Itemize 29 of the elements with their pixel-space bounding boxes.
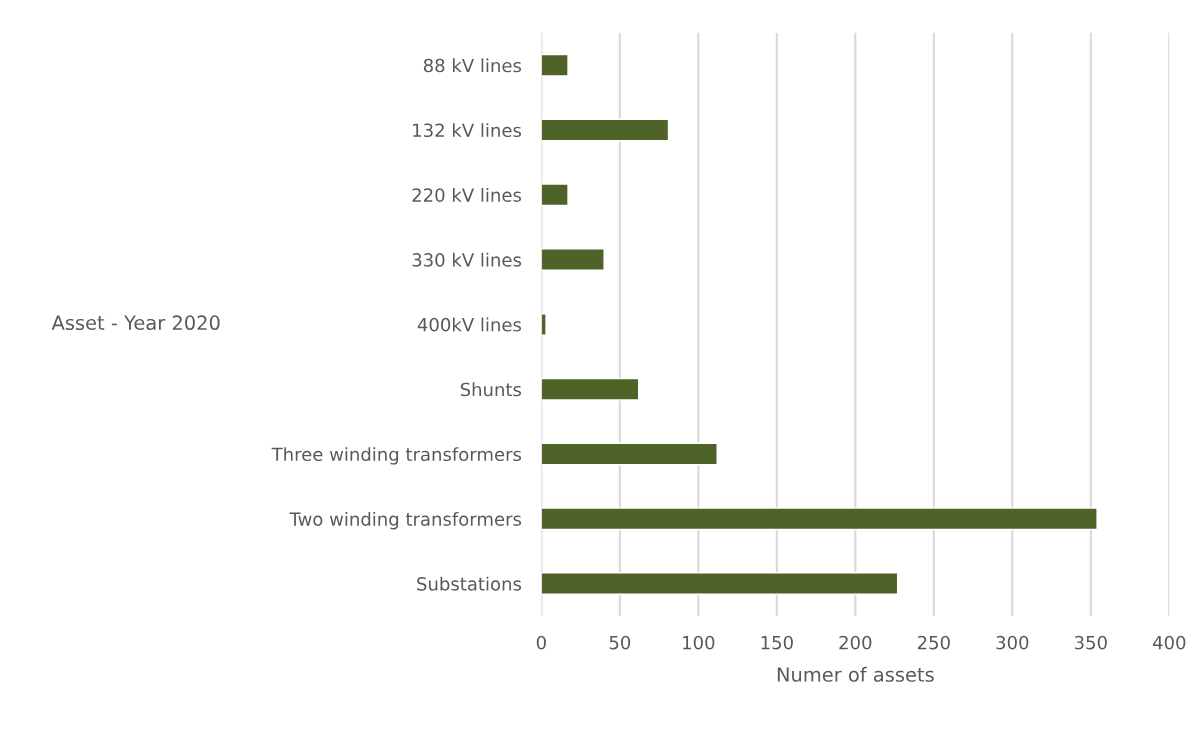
- x-tick-label: 350: [1074, 635, 1107, 650]
- bar: [541, 313, 547, 336]
- x-tick-label: 400: [1152, 635, 1186, 650]
- bar: [541, 507, 1098, 531]
- bar: [541, 442, 718, 466]
- y-tick-label: Substations: [417, 576, 522, 591]
- y-tick-label: 330 kV lines: [412, 252, 522, 267]
- bar: [541, 183, 569, 207]
- y-tick-label: 220 kV lines: [412, 187, 522, 202]
- x-tick-label: 250: [917, 635, 950, 650]
- x-tick-label: 150: [761, 635, 793, 650]
- bar: [541, 377, 640, 401]
- y-tick-label: 88 kV lines: [423, 58, 522, 73]
- x-tick-label: 300: [996, 635, 1029, 650]
- x-axis-title: Numer of assets: [777, 666, 934, 682]
- y-tick-label: 132 kV lines: [413, 123, 522, 138]
- bar: [541, 53, 569, 77]
- x-tick-label: 0: [536, 635, 546, 650]
- y-tick-label: 400kV lines: [417, 317, 522, 332]
- y-tick-label: Three winding transformers: [271, 447, 522, 465]
- bar: [541, 572, 899, 595]
- y-tick-label: Two winding transformers: [289, 511, 522, 530]
- bar: [541, 248, 605, 271]
- x-tick-label: 100: [683, 635, 715, 650]
- y-tick-label: Shunts: [460, 382, 522, 397]
- x-tick-label: 200: [839, 635, 872, 650]
- y-axis-title: Asset - Year 2020: [51, 315, 220, 331]
- bar: [541, 118, 670, 142]
- x-tick-label: 50: [609, 635, 631, 650]
